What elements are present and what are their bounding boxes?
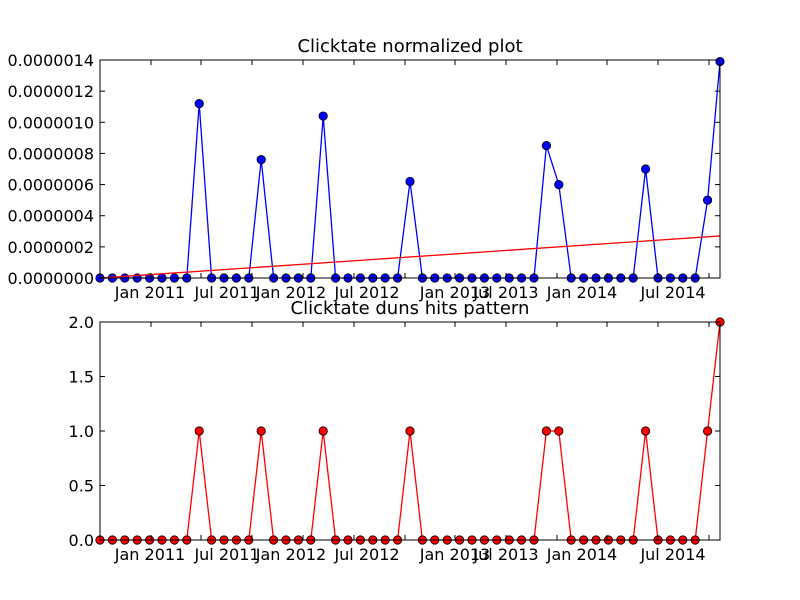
data-point [640, 426, 651, 436]
y-tick-label: 0.0000010 [7, 113, 94, 132]
x-tick-label: Jul 2013 [472, 545, 538, 564]
y-tick-label: 0.0000012 [7, 82, 94, 101]
x-tick-label: Jul 2012 [333, 283, 399, 302]
data-point [541, 141, 552, 151]
chart-title: Clicktate duns hits pattern [291, 298, 530, 319]
data-point [256, 426, 266, 436]
y-axis: 0.0000000 0.0000002 0.0000004 0.0000006 0.00… [7, 51, 720, 288]
x-tick-label: Jan 2011 [114, 545, 185, 564]
data-point [541, 426, 552, 436]
y-tick-label: 0.0000008 [7, 144, 94, 163]
data-point [702, 426, 713, 436]
y-tick-label: 2.0 [69, 313, 94, 332]
x-tick-label: Jan 2012 [255, 545, 326, 564]
data-point [554, 426, 564, 436]
chart-title: Clicktate normalized plot [297, 36, 522, 57]
data-point [318, 426, 328, 436]
data-point [640, 164, 651, 174]
data-point [702, 195, 713, 205]
x-tick-label: Jul 2011 [193, 545, 259, 564]
x-tick-label: Jul 2012 [333, 545, 399, 564]
y-tick-label: 0.0000006 [7, 176, 94, 195]
y-tick-label: 1.5 [69, 368, 94, 387]
data-point [554, 179, 564, 190]
trend-line [99, 235, 721, 279]
y-tick-label: 0.0000014 [7, 51, 94, 70]
x-tick-label: Jan 2014 [546, 283, 617, 302]
x-tick-label: Jul 2014 [639, 545, 705, 564]
plot-area [95, 56, 725, 283]
y-axis: 0.0 0.5 1.0 1.5 2.0 [69, 313, 720, 550]
data-point [194, 99, 204, 109]
x-tick-label: Jan 2011 [114, 283, 185, 302]
data-point [405, 426, 415, 436]
data-point [256, 155, 266, 165]
series-line [100, 61, 721, 279]
y-tick-label: 0.0000002 [7, 238, 94, 257]
y-tick-label: 0.0 [69, 531, 94, 550]
x-tick-label: Jul 2011 [193, 283, 259, 302]
y-tick-label: 0.5 [69, 477, 94, 496]
data-point [194, 426, 204, 436]
panel-normalized: Clicktate normalized plot 0.00000000.000… [7, 36, 725, 302]
y-tick-label: 0.0000004 [7, 207, 94, 226]
x-tick-label: Jan 2013 [419, 545, 490, 564]
y-tick-label: 0.0000000 [7, 269, 94, 288]
data-point [318, 111, 328, 121]
x-tick-label: Jan 2012 [255, 283, 326, 302]
x-tick-label: Jul 2014 [639, 283, 705, 302]
data-point [405, 176, 415, 187]
x-tick-label: Jul 2013 [472, 283, 538, 302]
x-tick-label: Jan 2013 [419, 283, 490, 302]
x-tick-label: Jan 2014 [546, 545, 617, 564]
y-tick-label: 1.0 [69, 422, 94, 441]
plot-area [95, 317, 725, 545]
axes-frame [99, 59, 721, 279]
